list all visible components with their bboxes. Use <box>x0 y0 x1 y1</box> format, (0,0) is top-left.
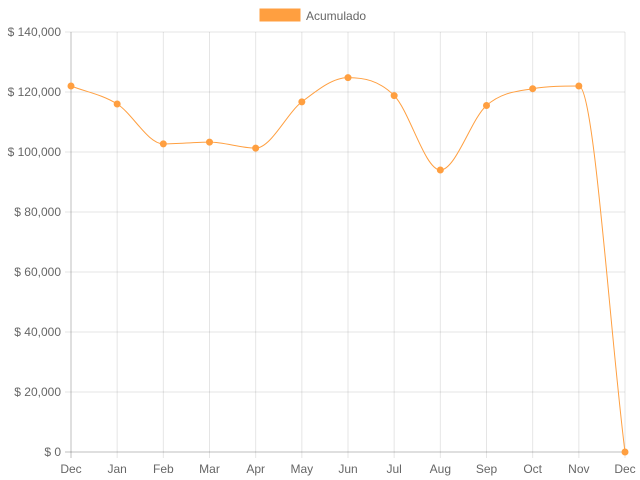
x-tick-label: Sep <box>476 462 498 476</box>
data-point[interactable] <box>390 92 398 100</box>
data-point[interactable] <box>298 98 306 106</box>
x-tick-label: Jul <box>386 462 401 476</box>
y-tick-label: $ 100,000 <box>8 145 62 159</box>
grid <box>65 31 626 458</box>
legend[interactable]: Acumulado <box>259 8 366 23</box>
y-tick-label: $ 0 <box>44 445 61 459</box>
data-point[interactable] <box>252 144 260 152</box>
x-tick-label: May <box>290 462 313 476</box>
x-tick-label: Oct <box>523 462 542 476</box>
legend-swatch <box>259 8 301 22</box>
y-axis-ticks: $ 0 $ 20,000 $ 40,000 $ 60,000 $ 80,000 $ 100… <box>8 25 62 459</box>
point-layer <box>67 74 629 456</box>
data-point[interactable] <box>621 448 629 456</box>
y-tick-label: $ 20,000 <box>14 385 61 399</box>
data-point[interactable] <box>67 82 75 90</box>
x-tick-label: Nov <box>568 462 589 476</box>
data-point[interactable] <box>483 102 490 109</box>
y-tick-label: $ 60,000 <box>14 265 61 279</box>
data-point[interactable] <box>206 138 213 146</box>
x-axis-ticks: Dec Jan Feb Mar Apr May Jun Jul Aug Sep Oct Nov Dec <box>60 462 635 476</box>
y-tick-label: $ 120,000 <box>8 85 62 99</box>
x-tick-label: Dec <box>614 462 635 476</box>
data-point[interactable] <box>529 85 537 93</box>
x-tick-label: Aug <box>430 462 451 476</box>
x-tick-label: Feb <box>153 462 174 476</box>
legend-label: Acumulado <box>306 9 366 23</box>
data-point[interactable] <box>159 140 167 148</box>
data-point[interactable] <box>436 166 444 174</box>
y-tick-label: $ 140,000 <box>8 25 62 39</box>
data-point[interactable] <box>344 74 352 82</box>
y-tick-label: $ 40,000 <box>14 325 61 339</box>
data-point[interactable] <box>575 82 583 90</box>
x-tick-label: Jan <box>107 462 126 476</box>
x-tick-label: Jun <box>338 462 357 476</box>
x-tick-label: Dec <box>60 462 81 476</box>
data-point[interactable] <box>113 100 121 108</box>
x-tick-label: Mar <box>199 462 220 476</box>
y-tick-label: $ 80,000 <box>14 205 61 219</box>
x-tick-label: Apr <box>246 462 265 476</box>
